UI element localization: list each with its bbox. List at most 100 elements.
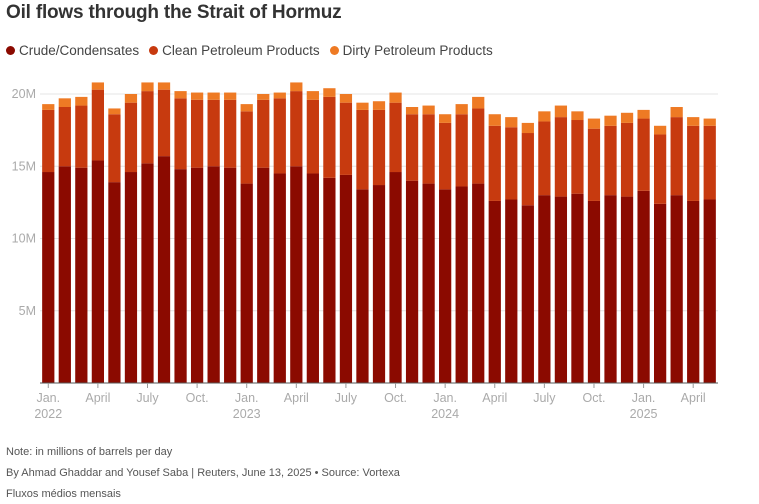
- x-tick-year: 2022: [34, 407, 62, 421]
- bar-segment-clean: [422, 114, 435, 184]
- x-tick-year: 2023: [233, 407, 261, 421]
- bar-segment-dirty: [91, 82, 104, 90]
- bar-segment-crude: [521, 205, 534, 383]
- bar-segment-clean: [108, 114, 121, 183]
- bar-segment-clean: [604, 125, 617, 196]
- bar-segment-dirty: [257, 94, 270, 100]
- x-tick-label: April: [284, 391, 309, 405]
- bar-segment-crude: [554, 196, 568, 383]
- bar-segment-dirty: [174, 91, 187, 99]
- x-tick-label: Jan.: [235, 391, 259, 405]
- bar-segment-clean: [224, 99, 237, 168]
- bar-segment-crude: [174, 169, 187, 383]
- caption: Fluxos médios mensais: [6, 488, 121, 500]
- bar-segment-clean: [389, 102, 402, 173]
- legend-swatch-crude: [6, 46, 15, 55]
- bar-segment-crude: [306, 173, 319, 383]
- bar-segment-dirty: [157, 82, 171, 90]
- bar-segment-crude: [687, 200, 700, 383]
- legend-label-clean: Clean Petroleum Products: [162, 43, 320, 58]
- bar-segment-crude: [224, 167, 237, 383]
- bar-segment-clean: [505, 127, 518, 200]
- bar-segment-crude: [472, 183, 485, 383]
- bar-segment-dirty: [439, 114, 452, 123]
- bar-segment-dirty: [687, 117, 700, 126]
- bar-segment-crude: [488, 200, 501, 383]
- x-tick-label: Jan.: [632, 391, 656, 405]
- bar-segment-crude: [75, 167, 88, 383]
- bar-segment-crude: [571, 193, 584, 383]
- bar-segment-dirty: [108, 108, 121, 115]
- bar-segment-dirty: [637, 109, 650, 119]
- bar-segment-clean: [439, 122, 452, 190]
- bar-segment-dirty: [405, 107, 419, 115]
- x-tick-label: Jan.: [36, 391, 60, 405]
- chart-title: Oil flows through the Strait of Hormuz: [6, 2, 342, 23]
- bar-segment-clean: [488, 125, 501, 201]
- x-tick-label: Jan.: [433, 391, 457, 405]
- bar-segment-dirty: [323, 88, 336, 97]
- bar-segment-clean: [190, 99, 204, 168]
- bar-segment-dirty: [604, 115, 617, 126]
- legend-item-crude: Crude/Condensates: [6, 43, 139, 58]
- bar-segment-dirty: [571, 111, 584, 121]
- x-tick-year: 2024: [431, 407, 459, 421]
- bar-segment-clean: [124, 102, 138, 173]
- bar-segment-crude: [290, 166, 303, 383]
- bar-segment-clean: [240, 111, 253, 184]
- bar-segment-clean: [339, 102, 353, 175]
- y-tick-label: 5M: [19, 304, 36, 318]
- bar-segment-dirty: [703, 118, 716, 126]
- stacked-bar-chart: 5M 10M 15M 20M Jan. 2022 April July Oct. Jan. 2023…: [12, 82, 718, 421]
- legend-swatch-dirty: [329, 46, 339, 55]
- bar-segment-crude: [273, 173, 286, 383]
- bar-segment-clean: [58, 107, 71, 167]
- y-tick-label: 15M: [12, 159, 36, 173]
- bar-segment-dirty: [75, 96, 88, 106]
- bar-segment-crude: [240, 183, 253, 383]
- bar-segment-crude: [654, 203, 667, 383]
- bar-segment-clean: [157, 89, 171, 157]
- bar-segment-crude: [604, 195, 617, 383]
- bar-segment-dirty: [273, 92, 286, 99]
- bar-segment-clean: [323, 96, 336, 178]
- bar-segment-dirty: [538, 111, 551, 122]
- bar-segment-crude: [91, 160, 104, 383]
- y-tick-label: 10M: [12, 232, 36, 246]
- bar-segment-crude: [620, 196, 634, 383]
- bar-segment-dirty: [620, 112, 634, 123]
- byline: By Ahmad Ghaddar and Yousef Saba | Reute…: [6, 467, 400, 479]
- x-tick-label: Oct.: [583, 391, 606, 405]
- bar-segment-clean: [290, 91, 303, 167]
- bar-segment-crude: [157, 156, 171, 383]
- bar-segment-dirty: [654, 125, 667, 135]
- bar-segment-crude: [141, 163, 154, 383]
- bar-segment-dirty: [356, 102, 369, 110]
- bar-segment-clean: [141, 91, 154, 164]
- bar-segment-clean: [306, 99, 319, 174]
- bar-segment-crude: [257, 167, 270, 383]
- legend-item-clean: Clean Petroleum Products: [149, 43, 320, 58]
- bar-segment-dirty: [455, 104, 468, 115]
- bar-segment-crude: [587, 200, 601, 383]
- bar-segment-clean: [587, 128, 601, 201]
- bar-segment-clean: [91, 89, 104, 161]
- bar-segment-clean: [42, 109, 55, 173]
- x-tick-label: Oct.: [384, 391, 407, 405]
- bar-segment-dirty: [240, 104, 253, 112]
- bar-segment-clean: [538, 121, 551, 196]
- bar-segment-dirty: [124, 94, 138, 103]
- x-tick-label: July: [533, 391, 556, 405]
- bar-segment-dirty: [587, 118, 601, 129]
- bar-segment-crude: [389, 172, 402, 383]
- bar-segment-dirty: [42, 104, 55, 110]
- bar-segment-clean: [174, 98, 187, 170]
- bar-segment-crude: [207, 166, 220, 383]
- bar-segment-crude: [108, 182, 121, 383]
- bar-segment-dirty: [372, 101, 386, 110]
- bar-segment-clean: [455, 114, 468, 187]
- bar-segment-dirty: [521, 122, 534, 134]
- bar-segment-crude: [703, 199, 716, 383]
- bar-segment-crude: [190, 167, 204, 383]
- bar-segment-clean: [670, 117, 683, 196]
